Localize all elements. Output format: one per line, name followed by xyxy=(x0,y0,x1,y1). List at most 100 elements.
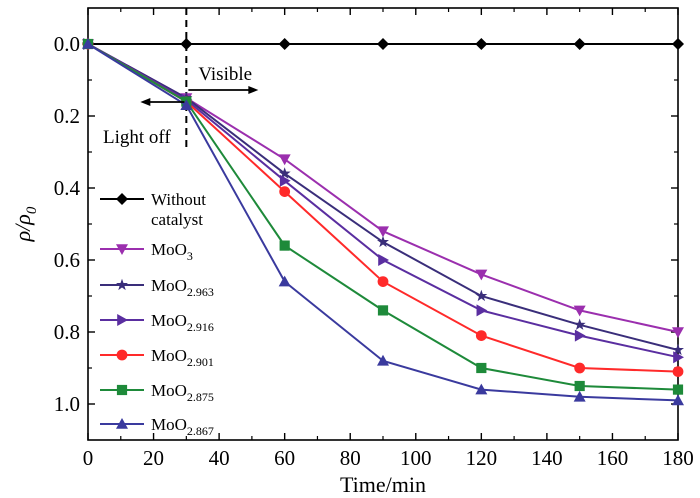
marker-triangle-up xyxy=(672,394,684,406)
marker-circle xyxy=(279,186,291,198)
marker-triangle-up xyxy=(377,354,389,366)
marker-circle xyxy=(377,276,389,287)
annotations: Visible Light off xyxy=(103,64,259,148)
marker-star xyxy=(377,235,389,248)
marker-triangle-up xyxy=(573,390,586,402)
x-tick-label: 20 xyxy=(143,446,164,470)
marker-diamond xyxy=(475,38,488,50)
marker-square xyxy=(672,384,684,395)
marker-triangle-down xyxy=(573,305,586,317)
legend: WithoutcatalystMoO3MoO2.963MoO2.916MoO2.… xyxy=(100,190,214,438)
light-off-label: Light off xyxy=(103,127,171,148)
marker-diamond xyxy=(672,38,684,50)
marker-triangle-right xyxy=(378,254,389,266)
series-layer xyxy=(82,37,684,406)
legend-item: MoO2.875 xyxy=(100,381,214,404)
legend-item: MoO3 xyxy=(100,240,193,263)
marker-circle xyxy=(475,330,487,341)
visible-label: Visible xyxy=(198,64,252,85)
legend-label-sub: 2.867 xyxy=(187,424,214,438)
marker-triangle-up xyxy=(475,383,488,395)
y-tick-label: 1.0 xyxy=(54,392,80,416)
marker-star xyxy=(573,318,586,330)
legend-label-main: Without xyxy=(151,190,206,209)
legend-label-main: MoO xyxy=(151,346,187,365)
marker-diamond xyxy=(573,38,586,50)
y-tick-label: 0.4 xyxy=(54,176,81,200)
x-tick-label: 60 xyxy=(274,446,295,470)
axis-ticks: 0 20 40 60 80 100 120 140 160 180 0.0 0.2 0.4 0.6 0.8 1… xyxy=(54,8,694,470)
marker-triangle-down xyxy=(672,327,684,338)
marker-triangle-right xyxy=(117,314,128,326)
x-tick-label: 140 xyxy=(531,446,563,470)
marker-triangle-up xyxy=(180,99,193,110)
y-tick-label: 0.2 xyxy=(54,104,80,128)
legend-label-sub: 2.875 xyxy=(187,390,214,404)
marker-star xyxy=(116,278,128,291)
legend-label-sub: 3 xyxy=(187,249,193,263)
marker-star xyxy=(475,289,488,302)
x-axis-title: Time/min xyxy=(340,472,426,497)
x-tick-label: 0 xyxy=(83,446,94,470)
marker-star xyxy=(278,167,291,179)
legend-label-sub: 2.963 xyxy=(187,285,214,299)
marker-triangle-down xyxy=(116,244,128,255)
y-axis-title-main: ρ/ρ xyxy=(10,214,35,242)
marker-triangle-down xyxy=(475,269,488,281)
marker-square xyxy=(377,305,389,316)
marker-triangle-up xyxy=(82,38,94,49)
x-tick-label: 180 xyxy=(662,446,694,470)
y-axis-title-sub: 0 xyxy=(24,206,40,214)
y-tick-label: 0.6 xyxy=(54,248,80,272)
marker-triangle-up xyxy=(278,275,291,287)
legend-label-main: MoO xyxy=(151,415,187,434)
legend-label: MoO2.867 xyxy=(151,415,214,438)
legend-label-line2: catalyst xyxy=(151,210,203,229)
marker-diamond xyxy=(377,38,389,50)
legend-label-main: MoO xyxy=(151,240,187,259)
series xyxy=(82,38,684,50)
marker-triangle-right xyxy=(279,174,291,187)
legend-label: MoO2.916 xyxy=(151,311,214,334)
visible-arrowhead xyxy=(248,86,259,94)
y-axis-title: ρ/ρ0 xyxy=(10,206,40,242)
legend-label: MoO2.963 xyxy=(151,276,214,299)
marker-diamond xyxy=(180,38,193,50)
legend-label: MoO2.875 xyxy=(151,381,214,404)
y-tick-label: 0.0 xyxy=(54,32,80,56)
marker-square xyxy=(116,384,128,396)
marker-circle xyxy=(574,362,586,374)
legend-label: MoO2.901 xyxy=(151,346,214,369)
y-tick-label: 0.8 xyxy=(54,320,80,344)
marker-triangle-right xyxy=(476,304,488,317)
legend-label-sub: 2.916 xyxy=(187,320,214,334)
marker-triangle-down xyxy=(377,226,389,238)
marker-circle xyxy=(116,349,128,361)
x-tick-label: 80 xyxy=(340,446,361,470)
legend-item: MoO2.867 xyxy=(100,415,214,438)
marker-diamond xyxy=(278,38,291,50)
x-tick-label: 100 xyxy=(400,446,432,470)
x-tick-label: 40 xyxy=(209,446,230,470)
svg-text:ρ/ρ0: ρ/ρ0 xyxy=(10,206,40,242)
marker-square xyxy=(574,380,585,392)
series xyxy=(82,38,684,406)
marker-circle xyxy=(672,366,684,377)
marker-triangle-right xyxy=(574,329,586,342)
marker-triangle-down xyxy=(278,154,291,166)
light-off-arrowhead xyxy=(140,98,151,106)
marker-triangle-up xyxy=(116,418,128,429)
marker-square xyxy=(476,362,487,374)
marker-star xyxy=(672,343,684,356)
marker-square xyxy=(279,240,290,251)
legend-item: MoO2.916 xyxy=(100,311,214,334)
marker-triangle-right xyxy=(673,351,684,364)
marker-diamond xyxy=(116,193,128,205)
legend-label: Without xyxy=(151,190,206,209)
legend-label-sub: 2.901 xyxy=(187,355,214,369)
x-tick-label: 160 xyxy=(597,446,629,470)
legend-label-main: MoO xyxy=(151,311,187,330)
legend-label-main: MoO xyxy=(151,381,187,400)
